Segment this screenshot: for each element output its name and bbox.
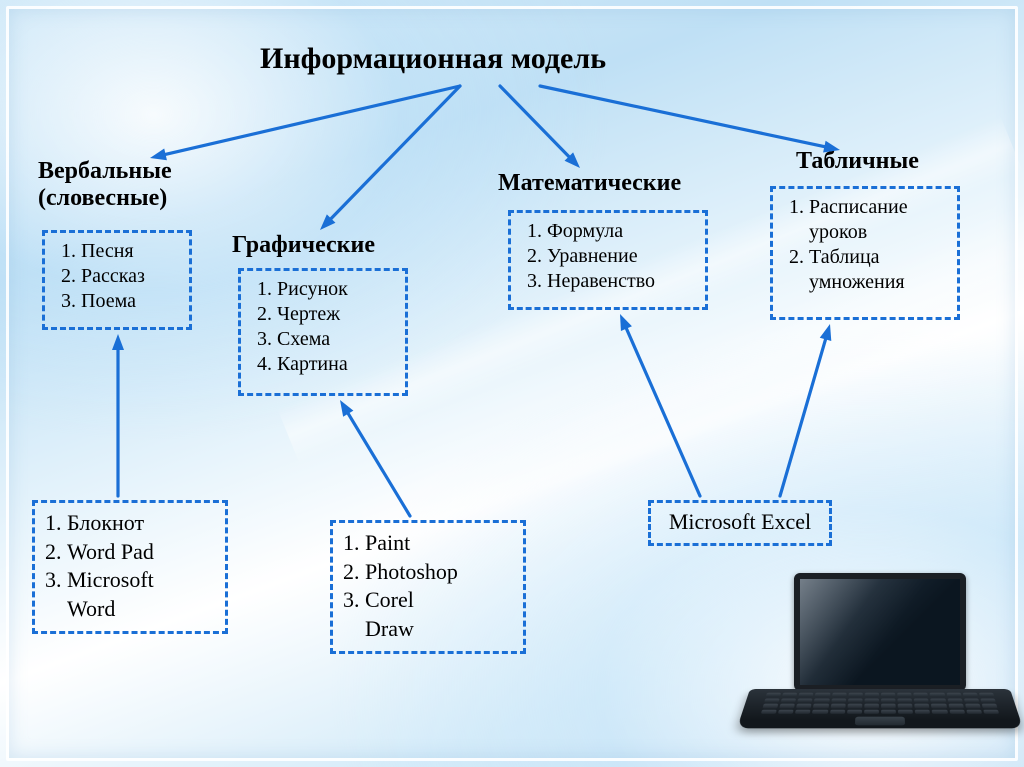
- list-item: Поема: [81, 289, 179, 314]
- list-item: Таблица умножения: [809, 245, 947, 295]
- list-item: Формула: [547, 219, 695, 244]
- tools-box-excel_tool: Microsoft Excel: [648, 500, 832, 546]
- tool-line: 1. Блокнот: [45, 509, 215, 538]
- category-heading-math: Математические: [498, 170, 681, 197]
- category-heading-table: Табличные: [796, 148, 919, 175]
- tool-line: 2. Word Pad: [45, 538, 215, 567]
- list-item: Песня: [81, 239, 179, 264]
- arrow-line: [345, 408, 410, 516]
- tools-box-verbal_tools: 1. Блокнот2. Word Pad3. Microsoft Word: [32, 500, 228, 634]
- arrow-line: [500, 86, 573, 161]
- tool-line: Word: [45, 595, 215, 624]
- tool-line: 3. Microsoft: [45, 566, 215, 595]
- list-item: Уравнение: [547, 244, 695, 269]
- arrow-head: [112, 334, 124, 350]
- tool-line: 3. Corel: [343, 586, 513, 615]
- arrow-line: [540, 86, 831, 148]
- diagram-title: Информационная модель: [260, 42, 606, 76]
- arrow-head: [565, 152, 580, 168]
- tool-line: 1. Paint: [343, 529, 513, 558]
- list-item: Рассказ: [81, 264, 179, 289]
- arrow-head: [340, 400, 353, 417]
- examples-box-math: ФормулаУравнениеНеравенство: [508, 210, 708, 310]
- arrow-head: [320, 214, 335, 230]
- examples-box-verbal: ПесняРассказПоема: [42, 230, 192, 330]
- laptop-icon: [750, 573, 1010, 753]
- tool-line: 2. Photoshop: [343, 558, 513, 587]
- arrow-line: [159, 86, 460, 156]
- arrow-head: [620, 314, 632, 331]
- list-item: Чертеж: [277, 302, 395, 327]
- list-item: Неравенство: [547, 269, 695, 294]
- category-heading-verbal: Вербальные (словесные): [38, 158, 172, 212]
- arrow-head: [820, 324, 832, 341]
- list-item: Схема: [277, 327, 395, 352]
- list-item: Рисунок: [277, 277, 395, 302]
- list-item: Картина: [277, 352, 395, 377]
- list-item: Расписание уроков: [809, 195, 947, 245]
- tool-line: Draw: [343, 615, 513, 644]
- arrow-line: [780, 333, 827, 496]
- tool-label: Microsoft Excel: [661, 509, 819, 535]
- arrow-line: [327, 86, 460, 223]
- category-heading-graphic: Графические: [232, 232, 375, 259]
- tools-box-graphic_tools: 1. Paint2. Photoshop3. Corel Draw: [330, 520, 526, 654]
- examples-box-graphic: РисунокЧертежСхемаКартина: [238, 268, 408, 396]
- examples-box-table: Расписание уроковТаблица умножения: [770, 186, 960, 320]
- arrow-line: [624, 323, 700, 496]
